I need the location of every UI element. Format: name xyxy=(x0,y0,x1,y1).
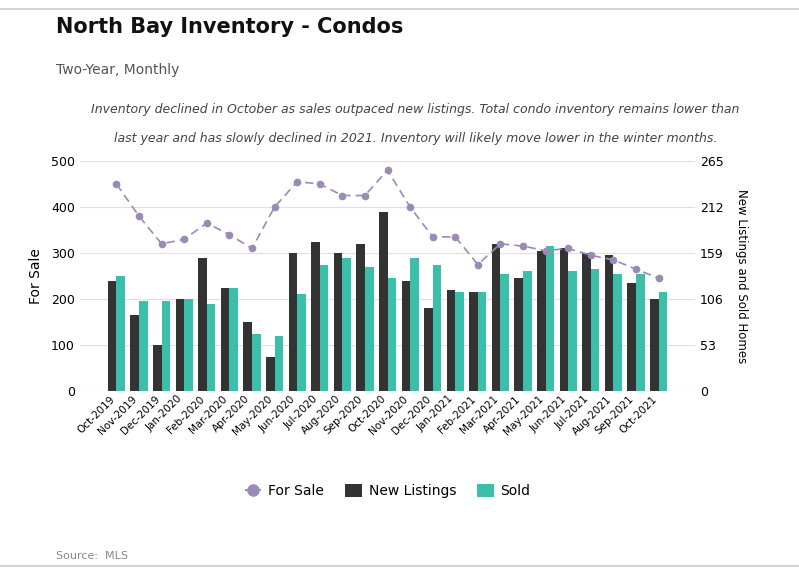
For Sale xyxy=(428,233,438,240)
Bar xyxy=(636,274,645,391)
Bar xyxy=(334,253,342,391)
For Sale xyxy=(473,261,483,268)
Bar xyxy=(117,276,125,391)
For Sale xyxy=(157,240,166,247)
Bar xyxy=(447,290,455,391)
Bar xyxy=(546,246,555,391)
Bar xyxy=(500,274,509,391)
For Sale xyxy=(609,256,618,263)
For Sale xyxy=(225,231,234,238)
Bar xyxy=(523,271,531,391)
Bar xyxy=(198,258,207,391)
Bar xyxy=(582,253,590,391)
Bar xyxy=(207,304,216,391)
Y-axis label: For Sale: For Sale xyxy=(29,248,42,304)
For Sale xyxy=(360,192,370,199)
Bar xyxy=(153,345,161,391)
Bar xyxy=(320,264,328,391)
For Sale xyxy=(586,252,595,259)
Bar xyxy=(356,244,365,391)
For Sale xyxy=(541,247,551,254)
Bar xyxy=(658,292,667,391)
For Sale xyxy=(405,204,415,210)
Bar xyxy=(161,301,170,391)
Text: North Bay Inventory - Condos: North Bay Inventory - Condos xyxy=(56,17,403,37)
Bar xyxy=(266,356,275,391)
Bar xyxy=(492,244,500,391)
For Sale xyxy=(202,220,212,227)
Line: For Sale: For Sale xyxy=(113,167,662,281)
Bar xyxy=(342,258,351,391)
For Sale xyxy=(270,204,280,210)
Bar xyxy=(559,248,568,391)
Bar xyxy=(388,278,396,391)
For Sale xyxy=(337,192,347,199)
Bar xyxy=(275,336,283,391)
Bar xyxy=(410,258,419,391)
Bar xyxy=(515,278,523,391)
For Sale xyxy=(519,243,528,250)
Text: Source:  MLS: Source: MLS xyxy=(56,551,128,561)
Text: last year and has slowly declined in 2021. Inventory will likely move lower in t: last year and has slowly declined in 202… xyxy=(113,132,718,145)
Y-axis label: New Listings and Sold Homes: New Listings and Sold Homes xyxy=(735,189,748,363)
Bar xyxy=(627,283,636,391)
Bar xyxy=(221,288,229,391)
Bar xyxy=(297,294,306,391)
For Sale xyxy=(134,213,144,220)
Bar xyxy=(288,253,297,391)
For Sale xyxy=(451,233,460,240)
Bar xyxy=(176,299,185,391)
For Sale xyxy=(180,236,189,243)
Bar xyxy=(455,292,464,391)
Bar xyxy=(605,255,614,391)
Text: Inventory declined in October as sales outpaced new listings. Total condo invent: Inventory declined in October as sales o… xyxy=(91,104,740,117)
Bar xyxy=(568,271,577,391)
Bar xyxy=(650,299,658,391)
Bar xyxy=(139,301,148,391)
Bar xyxy=(537,251,546,391)
For Sale xyxy=(654,275,663,282)
Bar xyxy=(424,308,433,391)
Bar xyxy=(244,322,252,391)
Bar xyxy=(469,292,478,391)
Bar xyxy=(311,242,320,391)
For Sale xyxy=(247,245,256,252)
For Sale xyxy=(631,266,641,273)
Legend: For Sale, New Listings, Sold: For Sale, New Listings, Sold xyxy=(239,478,536,504)
For Sale xyxy=(495,240,505,247)
Bar xyxy=(252,334,260,391)
For Sale xyxy=(112,181,121,187)
Bar xyxy=(614,274,622,391)
Bar xyxy=(402,281,410,391)
Bar xyxy=(365,267,373,391)
Bar xyxy=(478,292,487,391)
Bar xyxy=(590,269,599,391)
Text: Two-Year, Monthly: Two-Year, Monthly xyxy=(56,63,179,77)
For Sale xyxy=(292,178,302,185)
Bar xyxy=(108,281,117,391)
Bar xyxy=(379,212,388,391)
Bar xyxy=(229,288,238,391)
Bar xyxy=(185,299,193,391)
Bar xyxy=(130,315,139,391)
For Sale xyxy=(563,245,573,252)
For Sale xyxy=(383,167,392,174)
Bar xyxy=(433,264,441,391)
For Sale xyxy=(315,181,324,187)
